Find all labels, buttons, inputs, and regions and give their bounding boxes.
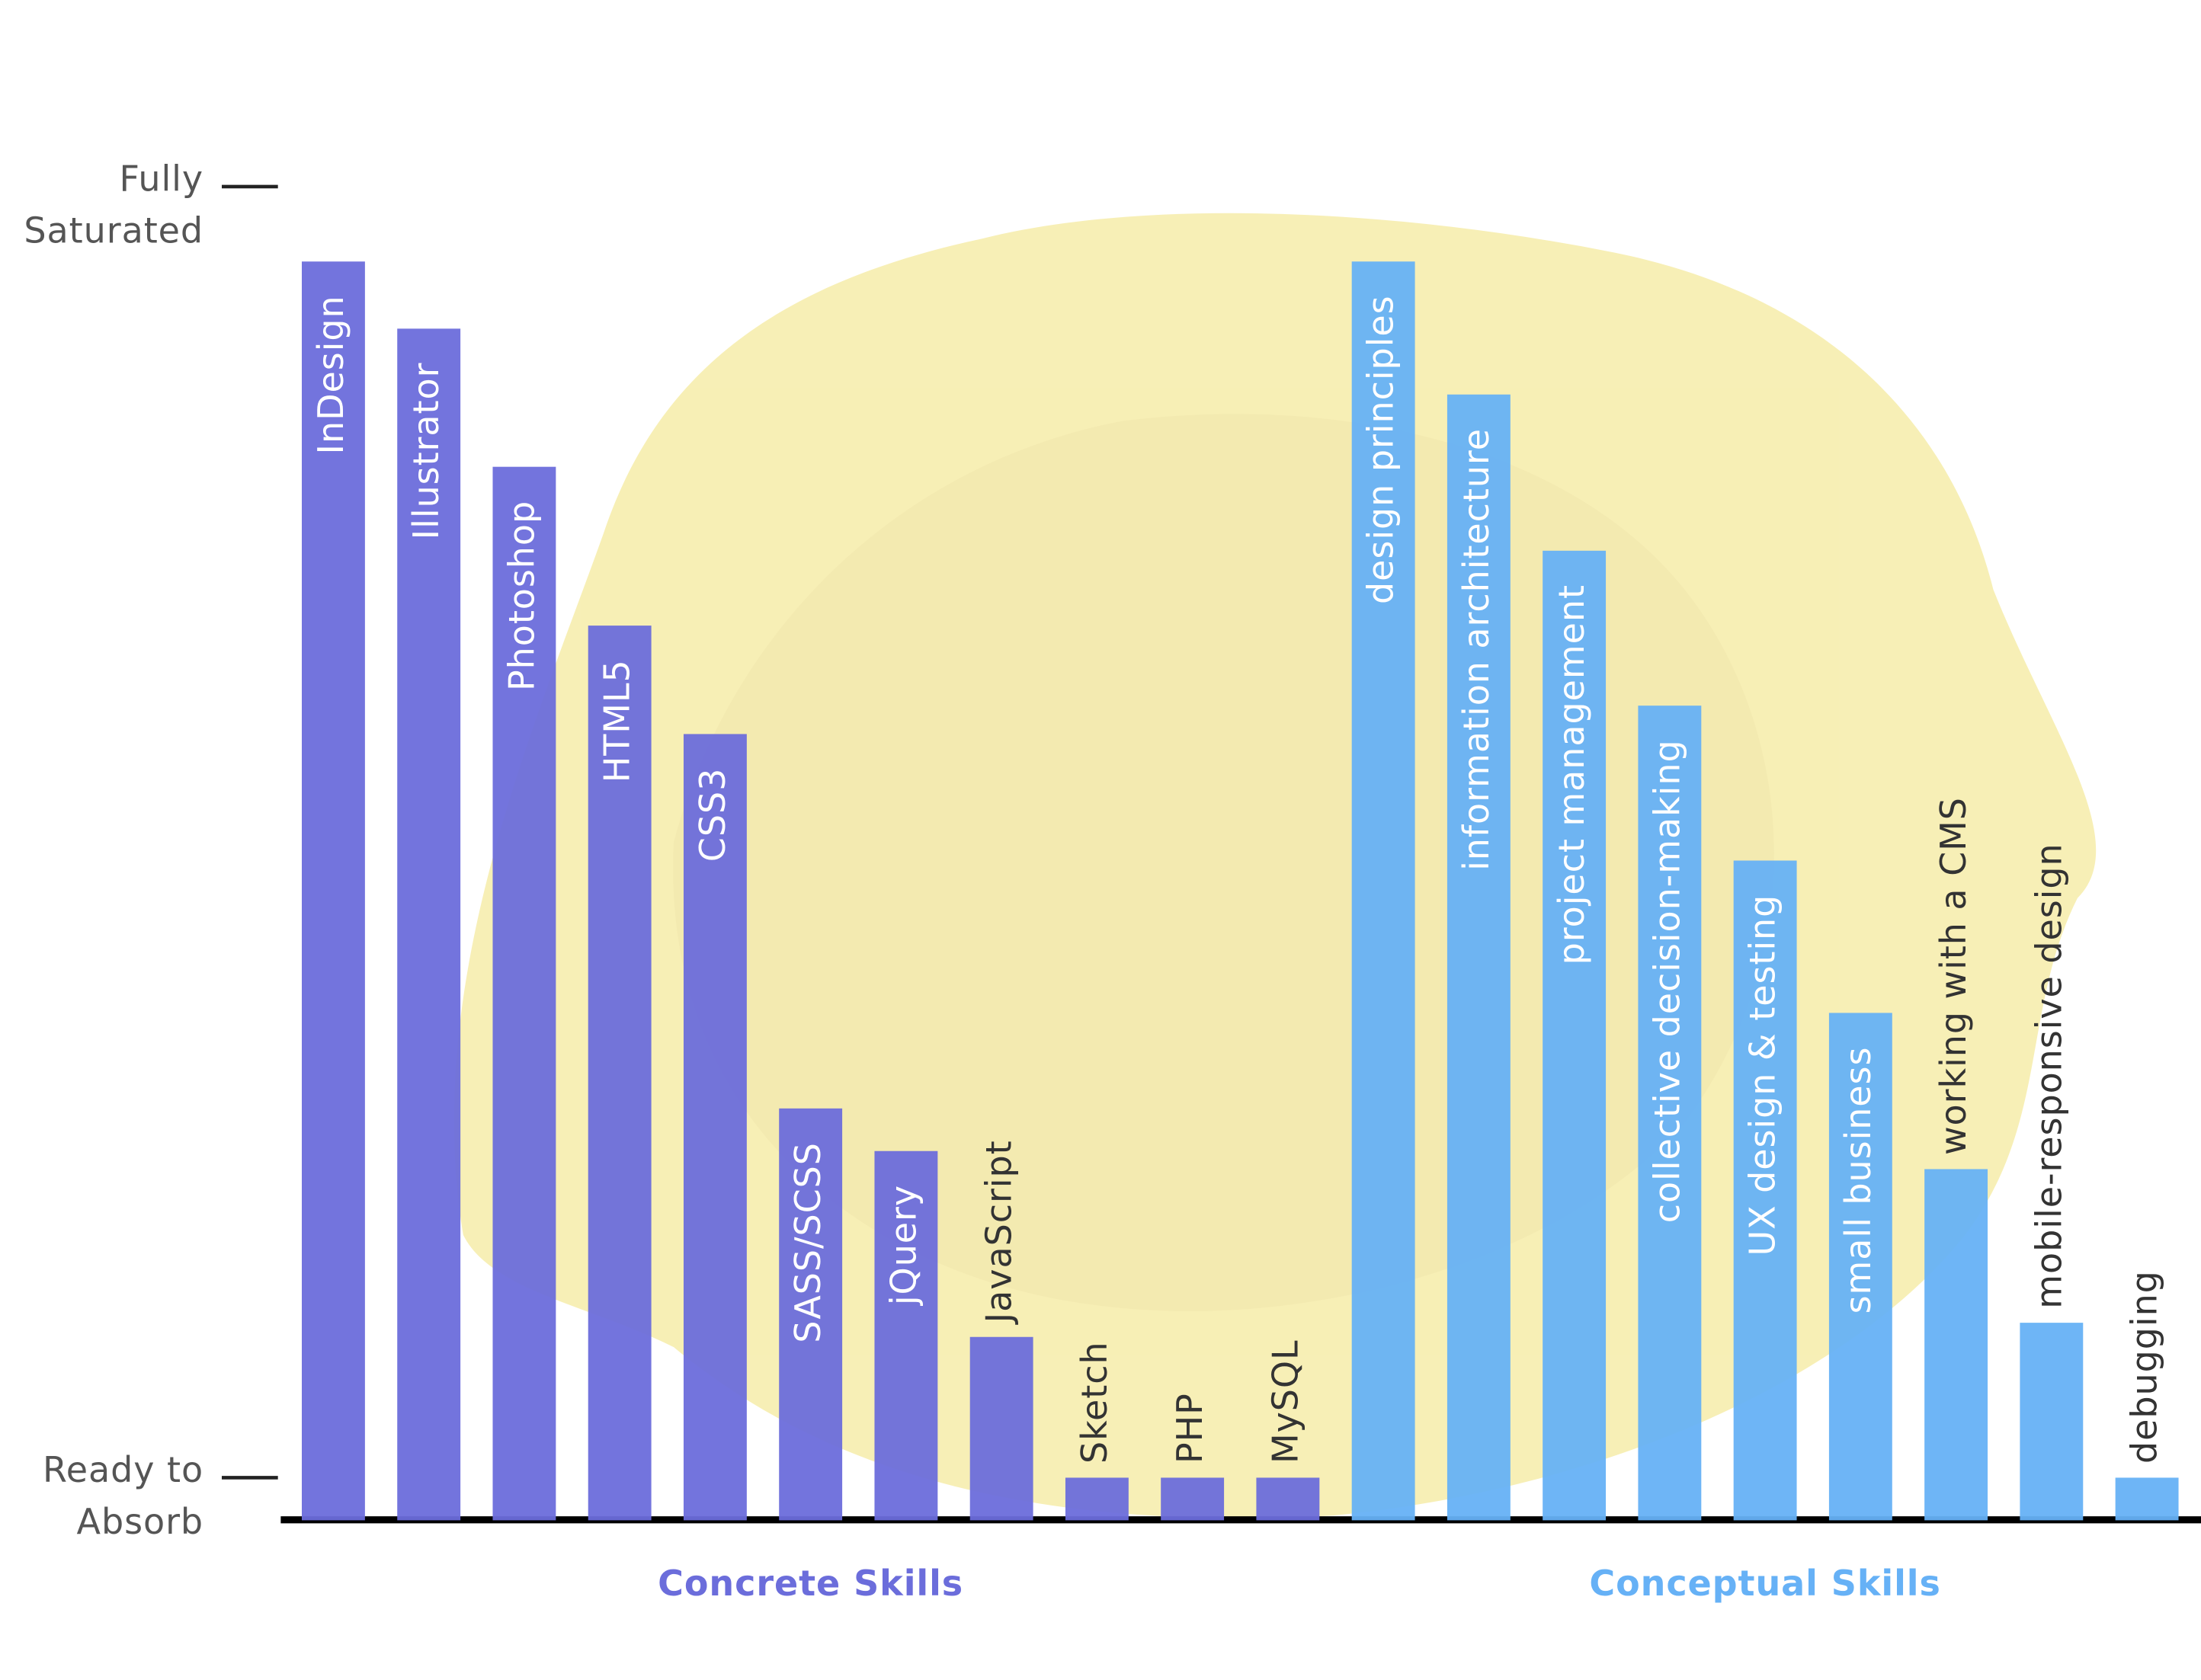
- bar-label: JavaScript: [979, 1140, 1020, 1325]
- group-label: Concrete Skills: [658, 1563, 963, 1604]
- bar: [1447, 394, 1511, 1521]
- y-tick-label: Ready to Absorb: [43, 1449, 203, 1542]
- bar-label: CSS3: [692, 768, 733, 862]
- bar: [1351, 261, 1415, 1521]
- bar-label: small business: [1837, 1047, 1879, 1314]
- bar-label: information architecture: [1456, 428, 1497, 871]
- bar-label: collective decision-making: [1646, 739, 1687, 1223]
- bar-label: SASS/SCSS: [787, 1142, 828, 1343]
- group-label: Conceptual Skills: [1589, 1563, 1940, 1604]
- bar-label: Photoshop: [501, 501, 542, 691]
- bar: [2020, 1323, 2084, 1521]
- bar-label: Sketch: [1074, 1341, 1115, 1464]
- bar-label: InDesign: [310, 295, 351, 454]
- bar-label: Illustrator: [405, 363, 447, 540]
- bar-label: design principles: [1360, 295, 1402, 604]
- bar: [1733, 860, 1797, 1521]
- bar: [588, 626, 652, 1521]
- bar-label: mobile-responsive design: [2028, 843, 2069, 1308]
- bar: [397, 328, 461, 1521]
- bar: [1828, 1013, 1892, 1521]
- bar-label: debugging: [2124, 1270, 2165, 1464]
- bar: [2115, 1477, 2179, 1521]
- bar-label: UX design & testing: [1742, 894, 1783, 1256]
- bar-label: HTML5: [597, 659, 638, 782]
- bar: [1256, 1477, 1320, 1521]
- bar: [1638, 706, 1702, 1521]
- y-tick-label: Fully Saturated: [24, 158, 203, 251]
- bar: [969, 1336, 1033, 1521]
- bar: [1543, 550, 1607, 1521]
- bar: [779, 1108, 843, 1521]
- bar: [492, 466, 556, 1521]
- bar: [683, 734, 747, 1521]
- bar-label: PHP: [1169, 1393, 1210, 1464]
- bar: [1065, 1477, 1129, 1521]
- bar: [301, 261, 365, 1521]
- bar: [1924, 1169, 1988, 1521]
- bar-label: MySQL: [1264, 1339, 1306, 1464]
- bar: [1161, 1477, 1225, 1521]
- bar: [874, 1150, 938, 1521]
- bar-label: working with a CMS: [1933, 797, 1974, 1155]
- bar-label: project management: [1551, 584, 1592, 965]
- bar-label: jQuery: [883, 1185, 924, 1306]
